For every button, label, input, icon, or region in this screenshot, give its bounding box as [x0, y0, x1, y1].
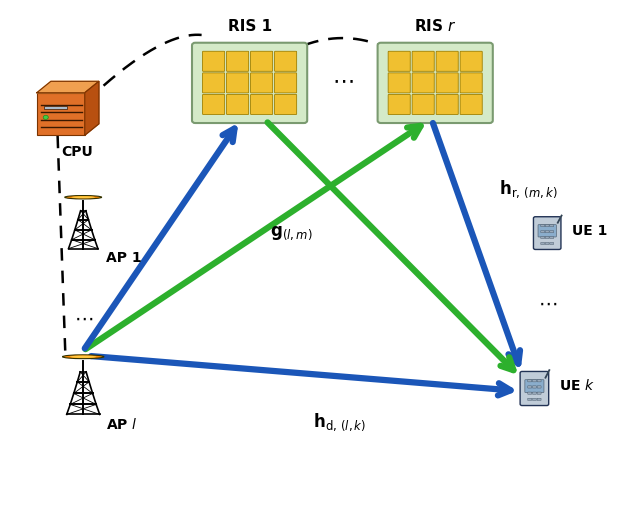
Text: UE $k$: UE $k$: [559, 379, 595, 393]
FancyBboxPatch shape: [528, 392, 532, 394]
FancyBboxPatch shape: [460, 73, 483, 93]
Ellipse shape: [63, 355, 104, 358]
Polygon shape: [36, 81, 99, 93]
Text: $\cdots$: $\cdots$: [332, 70, 353, 90]
Text: RIS 1: RIS 1: [228, 19, 271, 34]
FancyBboxPatch shape: [520, 371, 548, 406]
FancyBboxPatch shape: [275, 73, 297, 93]
Ellipse shape: [70, 355, 97, 358]
FancyBboxPatch shape: [460, 94, 483, 114]
FancyBboxPatch shape: [532, 380, 536, 382]
FancyBboxPatch shape: [227, 73, 249, 93]
FancyBboxPatch shape: [192, 43, 307, 123]
FancyBboxPatch shape: [545, 225, 549, 227]
FancyBboxPatch shape: [538, 225, 556, 237]
FancyBboxPatch shape: [532, 392, 536, 394]
FancyBboxPatch shape: [545, 242, 549, 244]
FancyBboxPatch shape: [436, 94, 458, 114]
FancyBboxPatch shape: [550, 225, 554, 227]
FancyBboxPatch shape: [202, 73, 225, 93]
FancyBboxPatch shape: [541, 242, 545, 244]
FancyBboxPatch shape: [36, 93, 84, 135]
Polygon shape: [84, 81, 99, 135]
FancyBboxPatch shape: [550, 231, 554, 233]
Text: $\cdots$: $\cdots$: [74, 309, 93, 328]
FancyBboxPatch shape: [202, 51, 225, 71]
FancyBboxPatch shape: [378, 43, 493, 123]
FancyBboxPatch shape: [541, 231, 545, 233]
Text: $\mathbf{h}_{\mathrm{r},\,(m,k)}$: $\mathbf{h}_{\mathrm{r},\,(m,k)}$: [499, 178, 558, 200]
Text: RIS $r$: RIS $r$: [414, 18, 456, 34]
FancyBboxPatch shape: [275, 94, 297, 114]
FancyBboxPatch shape: [537, 386, 541, 388]
FancyBboxPatch shape: [537, 398, 541, 400]
FancyBboxPatch shape: [227, 51, 249, 71]
FancyBboxPatch shape: [436, 51, 458, 71]
FancyBboxPatch shape: [412, 94, 435, 114]
FancyBboxPatch shape: [550, 242, 554, 244]
Text: $\cdots$: $\cdots$: [538, 294, 557, 312]
Text: UE 1: UE 1: [572, 223, 607, 238]
FancyBboxPatch shape: [251, 94, 273, 114]
FancyBboxPatch shape: [525, 380, 544, 393]
FancyBboxPatch shape: [251, 51, 273, 71]
Ellipse shape: [65, 196, 102, 199]
FancyBboxPatch shape: [528, 398, 532, 400]
FancyBboxPatch shape: [528, 380, 532, 382]
FancyBboxPatch shape: [275, 51, 297, 71]
FancyBboxPatch shape: [227, 94, 249, 114]
FancyBboxPatch shape: [44, 106, 67, 109]
FancyBboxPatch shape: [537, 392, 541, 394]
FancyBboxPatch shape: [202, 94, 225, 114]
FancyBboxPatch shape: [388, 73, 410, 93]
Text: $\mathbf{g}_{(l,m)}$: $\mathbf{g}_{(l,m)}$: [270, 224, 312, 242]
Circle shape: [43, 116, 49, 120]
Text: $\mathbf{h}_{\mathrm{d},\,(l,k)}$: $\mathbf{h}_{\mathrm{d},\,(l,k)}$: [312, 412, 366, 434]
Ellipse shape: [72, 196, 95, 198]
FancyBboxPatch shape: [550, 236, 554, 239]
Text: AP 1: AP 1: [106, 251, 141, 265]
FancyBboxPatch shape: [436, 73, 458, 93]
FancyBboxPatch shape: [460, 51, 483, 71]
FancyBboxPatch shape: [412, 73, 435, 93]
FancyBboxPatch shape: [532, 398, 536, 400]
FancyBboxPatch shape: [545, 231, 549, 233]
FancyBboxPatch shape: [528, 386, 532, 388]
FancyBboxPatch shape: [412, 51, 435, 71]
FancyBboxPatch shape: [532, 386, 536, 388]
FancyBboxPatch shape: [388, 51, 410, 71]
FancyBboxPatch shape: [541, 225, 545, 227]
FancyBboxPatch shape: [534, 217, 561, 250]
FancyBboxPatch shape: [541, 236, 545, 239]
Text: AP $l$: AP $l$: [106, 417, 137, 432]
FancyBboxPatch shape: [545, 236, 549, 239]
Text: CPU: CPU: [61, 145, 93, 159]
FancyBboxPatch shape: [251, 73, 273, 93]
FancyBboxPatch shape: [388, 94, 410, 114]
FancyBboxPatch shape: [537, 380, 541, 382]
